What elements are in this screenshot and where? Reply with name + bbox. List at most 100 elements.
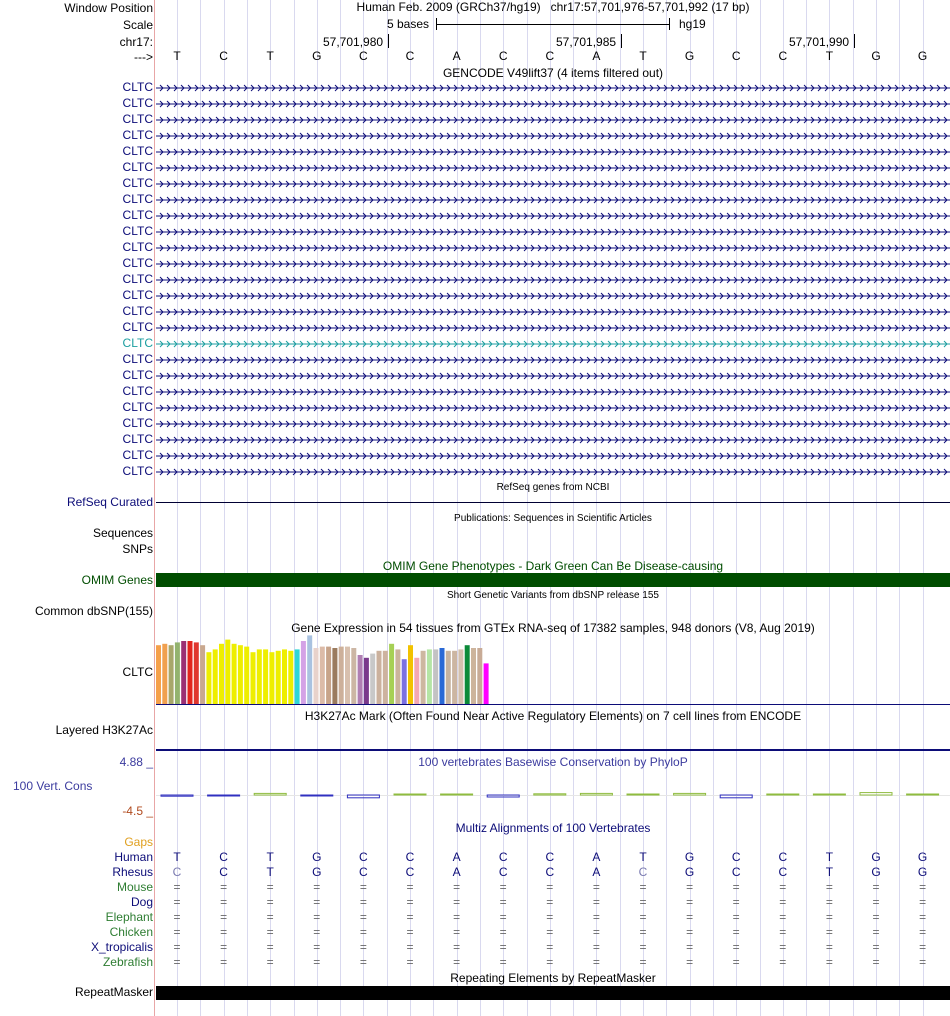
multiz-base: =: [825, 955, 833, 969]
multiz-base: =: [872, 925, 880, 939]
gencode-gene-label[interactable]: CLTC: [122, 208, 153, 222]
multiz-species-label[interactable]: X_tropicalis: [90, 940, 153, 954]
h3k27ac-label[interactable]: Layered H3K27Ac: [55, 723, 153, 737]
base-letter: T: [266, 49, 274, 63]
multiz-species-label[interactable]: Zebrafish: [102, 955, 153, 969]
gencode-gene-label[interactable]: CLTC: [122, 336, 153, 350]
gencode-strand-arrows: [159, 244, 948, 252]
multiz-base: =: [592, 955, 600, 969]
gencode-gene-label[interactable]: CLTC: [122, 352, 153, 366]
multiz-base: =: [919, 925, 927, 939]
gencode-gene-label[interactable]: CLTC: [122, 272, 153, 286]
phylop-score-mark: [207, 794, 241, 797]
refseq-label[interactable]: RefSeq Curated: [66, 495, 153, 509]
multiz-base: C: [172, 865, 182, 879]
multiz-base: =: [220, 955, 228, 969]
gencode-strand-arrows: [159, 340, 948, 348]
omim-label[interactable]: OMIM Genes: [81, 573, 153, 587]
multiz-base: G: [917, 850, 928, 864]
multiz-base: =: [266, 925, 274, 939]
phylop-score-mark: [346, 794, 380, 799]
gencode-gene-label[interactable]: CLTC: [122, 112, 153, 126]
gtex-tissue-bar: [401, 659, 407, 704]
gtex-tissue-bar: [174, 642, 180, 704]
refseq-gene-line[interactable]: [156, 502, 950, 503]
gencode-gene-label[interactable]: CLTC: [122, 464, 153, 478]
publications-label-sequences[interactable]: Sequences: [92, 526, 153, 540]
multiz-base: =: [919, 940, 927, 954]
gencode-gene-label[interactable]: CLTC: [122, 400, 153, 414]
gencode-gene-label[interactable]: CLTC: [122, 224, 153, 238]
phylop-label[interactable]: 100 Vert. Cons: [13, 779, 93, 793]
dbsnp-label[interactable]: Common dbSNP(155): [34, 604, 153, 618]
multiz-base: =: [220, 940, 228, 954]
multiz-base: =: [313, 940, 321, 954]
gtex-tissue-bar: [395, 649, 401, 704]
coord-tick-label: 57,701,985: [556, 35, 617, 49]
gencode-strand-arrows: [159, 292, 948, 300]
multiz-base: =: [872, 910, 880, 924]
omim-gene-bar[interactable]: [156, 573, 950, 587]
gtex-tissue-bar: [225, 639, 231, 704]
multiz-base: =: [592, 895, 600, 909]
gencode-transcripts[interactable]: [156, 80, 950, 480]
multiz-species-label[interactable]: Chicken: [109, 925, 153, 939]
base-letter: T: [173, 49, 181, 63]
gencode-gene-label[interactable]: CLTC: [122, 320, 153, 334]
gencode-gene-label[interactable]: CLTC: [122, 384, 153, 398]
multiz-base: C: [219, 850, 228, 864]
multiz-species-label[interactable]: Elephant: [105, 910, 153, 924]
gencode-gene-label[interactable]: CLTC: [122, 176, 153, 190]
base-letter: C: [359, 49, 368, 63]
multiz-base: =: [686, 895, 694, 909]
multiz-base: C: [731, 850, 741, 864]
gencode-gene-label[interactable]: CLTC: [122, 416, 153, 430]
gencode-gene-label[interactable]: CLTC: [122, 144, 153, 158]
gtex-tissue-bar: [282, 649, 287, 704]
multiz-base: =: [453, 925, 461, 939]
repeatmasker-bar[interactable]: [156, 986, 950, 1000]
repeatmasker-label[interactable]: RepeatMasker: [74, 985, 153, 999]
gencode-gene-label[interactable]: CLTC: [122, 432, 153, 446]
gencode-gene-label[interactable]: CLTC: [122, 304, 153, 318]
gtex-expression-chart[interactable]: [156, 634, 556, 704]
multiz-base: G: [871, 850, 881, 864]
multiz-base: =: [872, 955, 880, 969]
gencode-gene-label[interactable]: CLTC: [122, 256, 153, 270]
multiz-gaps-label[interactable]: Gaps: [124, 835, 153, 849]
multiz-base: =: [639, 940, 647, 954]
multiz-base: =: [313, 925, 321, 939]
phylop-conservation-plot[interactable]: [156, 780, 950, 810]
publications-label-snps[interactable]: SNPs: [122, 542, 153, 556]
gencode-gene-label[interactable]: CLTC: [122, 192, 153, 206]
base-letter: C: [498, 49, 508, 63]
gencode-gene-label[interactable]: CLTC: [122, 80, 153, 94]
multiz-base: =: [220, 880, 228, 894]
gtex-tissue-bar: [433, 649, 439, 704]
multiz-base: =: [872, 880, 880, 894]
gencode-gene-label[interactable]: CLTC: [122, 448, 153, 462]
gencode-gene-label[interactable]: CLTC: [122, 128, 153, 142]
multiz-species-label[interactable]: Human: [114, 850, 153, 864]
gencode-gene-label[interactable]: CLTC: [122, 96, 153, 110]
gencode-gene-label[interactable]: CLTC: [122, 160, 153, 174]
multiz-species-label[interactable]: Rhesus: [112, 865, 153, 879]
multiz-base: =: [919, 910, 927, 924]
base-letter: A: [452, 49, 461, 63]
gtex-gene-label[interactable]: CLTC: [122, 665, 153, 679]
gtex-tissue-bar: [206, 652, 212, 704]
multiz-track-title: Multiz Alignments of 100 Vertebrates: [455, 821, 651, 835]
phylop-min-label: -4.5 _: [122, 804, 153, 818]
multiz-species-label[interactable]: Dog: [130, 895, 153, 909]
gencode-strand-arrows: [159, 388, 948, 396]
gencode-gene-label[interactable]: CLTC: [122, 288, 153, 302]
multiz-base: T: [825, 865, 834, 879]
gtex-tissue-bar: [288, 650, 294, 704]
multiz-base: G: [871, 865, 881, 879]
gencode-gene-label[interactable]: CLTC: [122, 368, 153, 382]
multiz-base: =: [546, 895, 554, 909]
multiz-base: =: [406, 940, 414, 954]
gencode-gene-label[interactable]: CLTC: [122, 240, 153, 254]
multiz-base: =: [453, 880, 461, 894]
multiz-species-label[interactable]: Mouse: [116, 880, 153, 894]
